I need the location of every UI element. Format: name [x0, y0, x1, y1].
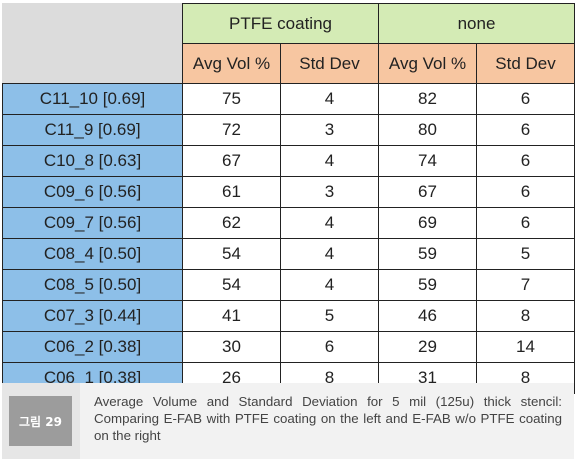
row-label: C09_7 [0.56] [2, 207, 183, 239]
std-dev-cell: 4 [280, 238, 379, 270]
column-header-avg-vol: Avg Vol % [182, 43, 281, 84]
avg-vol-cell: 54 [182, 269, 281, 301]
figure-number-badge: 그림 29 [9, 396, 72, 446]
row-label: C09_6 [0.56] [2, 176, 183, 208]
row-label: C08_5 [0.50] [2, 269, 183, 301]
row-label: C07_3 [0.44] [2, 300, 183, 332]
row-label: C11_9 [0.69] [2, 114, 183, 146]
std-dev-cell: 14 [475, 331, 576, 363]
std-dev-cell: 6 [475, 176, 576, 208]
std-dev-cell: 4 [280, 83, 379, 115]
std-dev-cell: 8 [475, 300, 576, 332]
avg-vol-cell: 41 [182, 300, 281, 332]
group-header-none: none [377, 3, 576, 44]
std-dev-cell: 4 [280, 269, 379, 301]
column-header-std-dev: Std Dev [475, 43, 576, 84]
avg-vol-cell: 62 [182, 207, 281, 239]
table-body: C11_10 [0.69] 75 4 82 6 C11_9 [0.69] 72 3 80 6 C10… [2, 83, 576, 394]
avg-vol-cell: 74 [378, 145, 477, 177]
table-row: C11_10 [0.69] 75 4 82 6 [2, 83, 576, 115]
std-dev-cell: 6 [475, 207, 576, 239]
avg-vol-cell: 72 [182, 114, 281, 146]
figure-caption: 그림 29 Average Volume and Standard Deviat… [2, 383, 574, 459]
table-row: C10_8 [0.63] 67 4 74 6 [2, 145, 576, 177]
std-dev-cell: 3 [280, 114, 379, 146]
avg-vol-cell: 59 [378, 238, 477, 270]
table-row: C09_7 [0.56] 62 4 69 6 [2, 207, 576, 239]
table-row: C07_3 [0.44] 41 5 46 8 [2, 300, 576, 332]
std-dev-cell: 4 [280, 145, 379, 177]
group-header-row: PTFE coating none [2, 3, 576, 84]
avg-vol-cell: 67 [378, 176, 477, 208]
avg-vol-cell: 75 [182, 83, 281, 115]
table-row: C06_2 [0.38] 30 6 29 14 [2, 331, 576, 363]
std-dev-cell: 6 [280, 331, 379, 363]
row-label: C06_2 [0.38] [2, 331, 183, 363]
avg-vol-cell: 61 [182, 176, 281, 208]
caption-text: Average Volume and Standard Deviation fo… [80, 383, 574, 459]
avg-vol-cell: 67 [182, 145, 281, 177]
std-dev-cell: 6 [475, 83, 576, 115]
avg-vol-cell: 54 [182, 238, 281, 270]
table-row: C09_6 [0.56] 61 3 67 6 [2, 176, 576, 208]
table-row: C11_9 [0.69] 72 3 80 6 [2, 114, 576, 146]
table-corner [2, 3, 183, 84]
std-dev-cell: 5 [280, 300, 379, 332]
avg-vol-cell: 69 [378, 207, 477, 239]
column-header-avg-vol: Avg Vol % [378, 43, 477, 84]
std-dev-cell: 3 [280, 176, 379, 208]
avg-vol-cell: 29 [378, 331, 477, 363]
avg-vol-cell: 59 [378, 269, 477, 301]
avg-vol-cell: 30 [182, 331, 281, 363]
std-dev-cell: 7 [475, 269, 576, 301]
avg-vol-cell: 82 [378, 83, 477, 115]
column-header-row: Avg Vol % Std Dev Avg Vol % Std Dev [3, 43, 576, 84]
table-row: C08_5 [0.50] 54 4 59 7 [2, 269, 576, 301]
row-label: C11_10 [0.69] [2, 83, 183, 115]
group-header-ptfe: PTFE coating [182, 3, 379, 44]
row-label: C08_4 [0.50] [2, 238, 183, 270]
std-dev-cell: 5 [475, 238, 576, 270]
column-header-std-dev: Std Dev [280, 43, 379, 84]
avg-vol-cell: 80 [378, 114, 477, 146]
std-dev-cell: 6 [475, 145, 576, 177]
row-label: C10_8 [0.63] [2, 145, 183, 177]
std-dev-cell: 4 [280, 207, 379, 239]
avg-vol-cell: 46 [378, 300, 477, 332]
table-row: C08_4 [0.50] 54 4 59 5 [2, 238, 576, 270]
data-table: PTFE coating none Avg Vol % Std Dev Avg … [2, 3, 576, 394]
std-dev-cell: 6 [475, 114, 576, 146]
